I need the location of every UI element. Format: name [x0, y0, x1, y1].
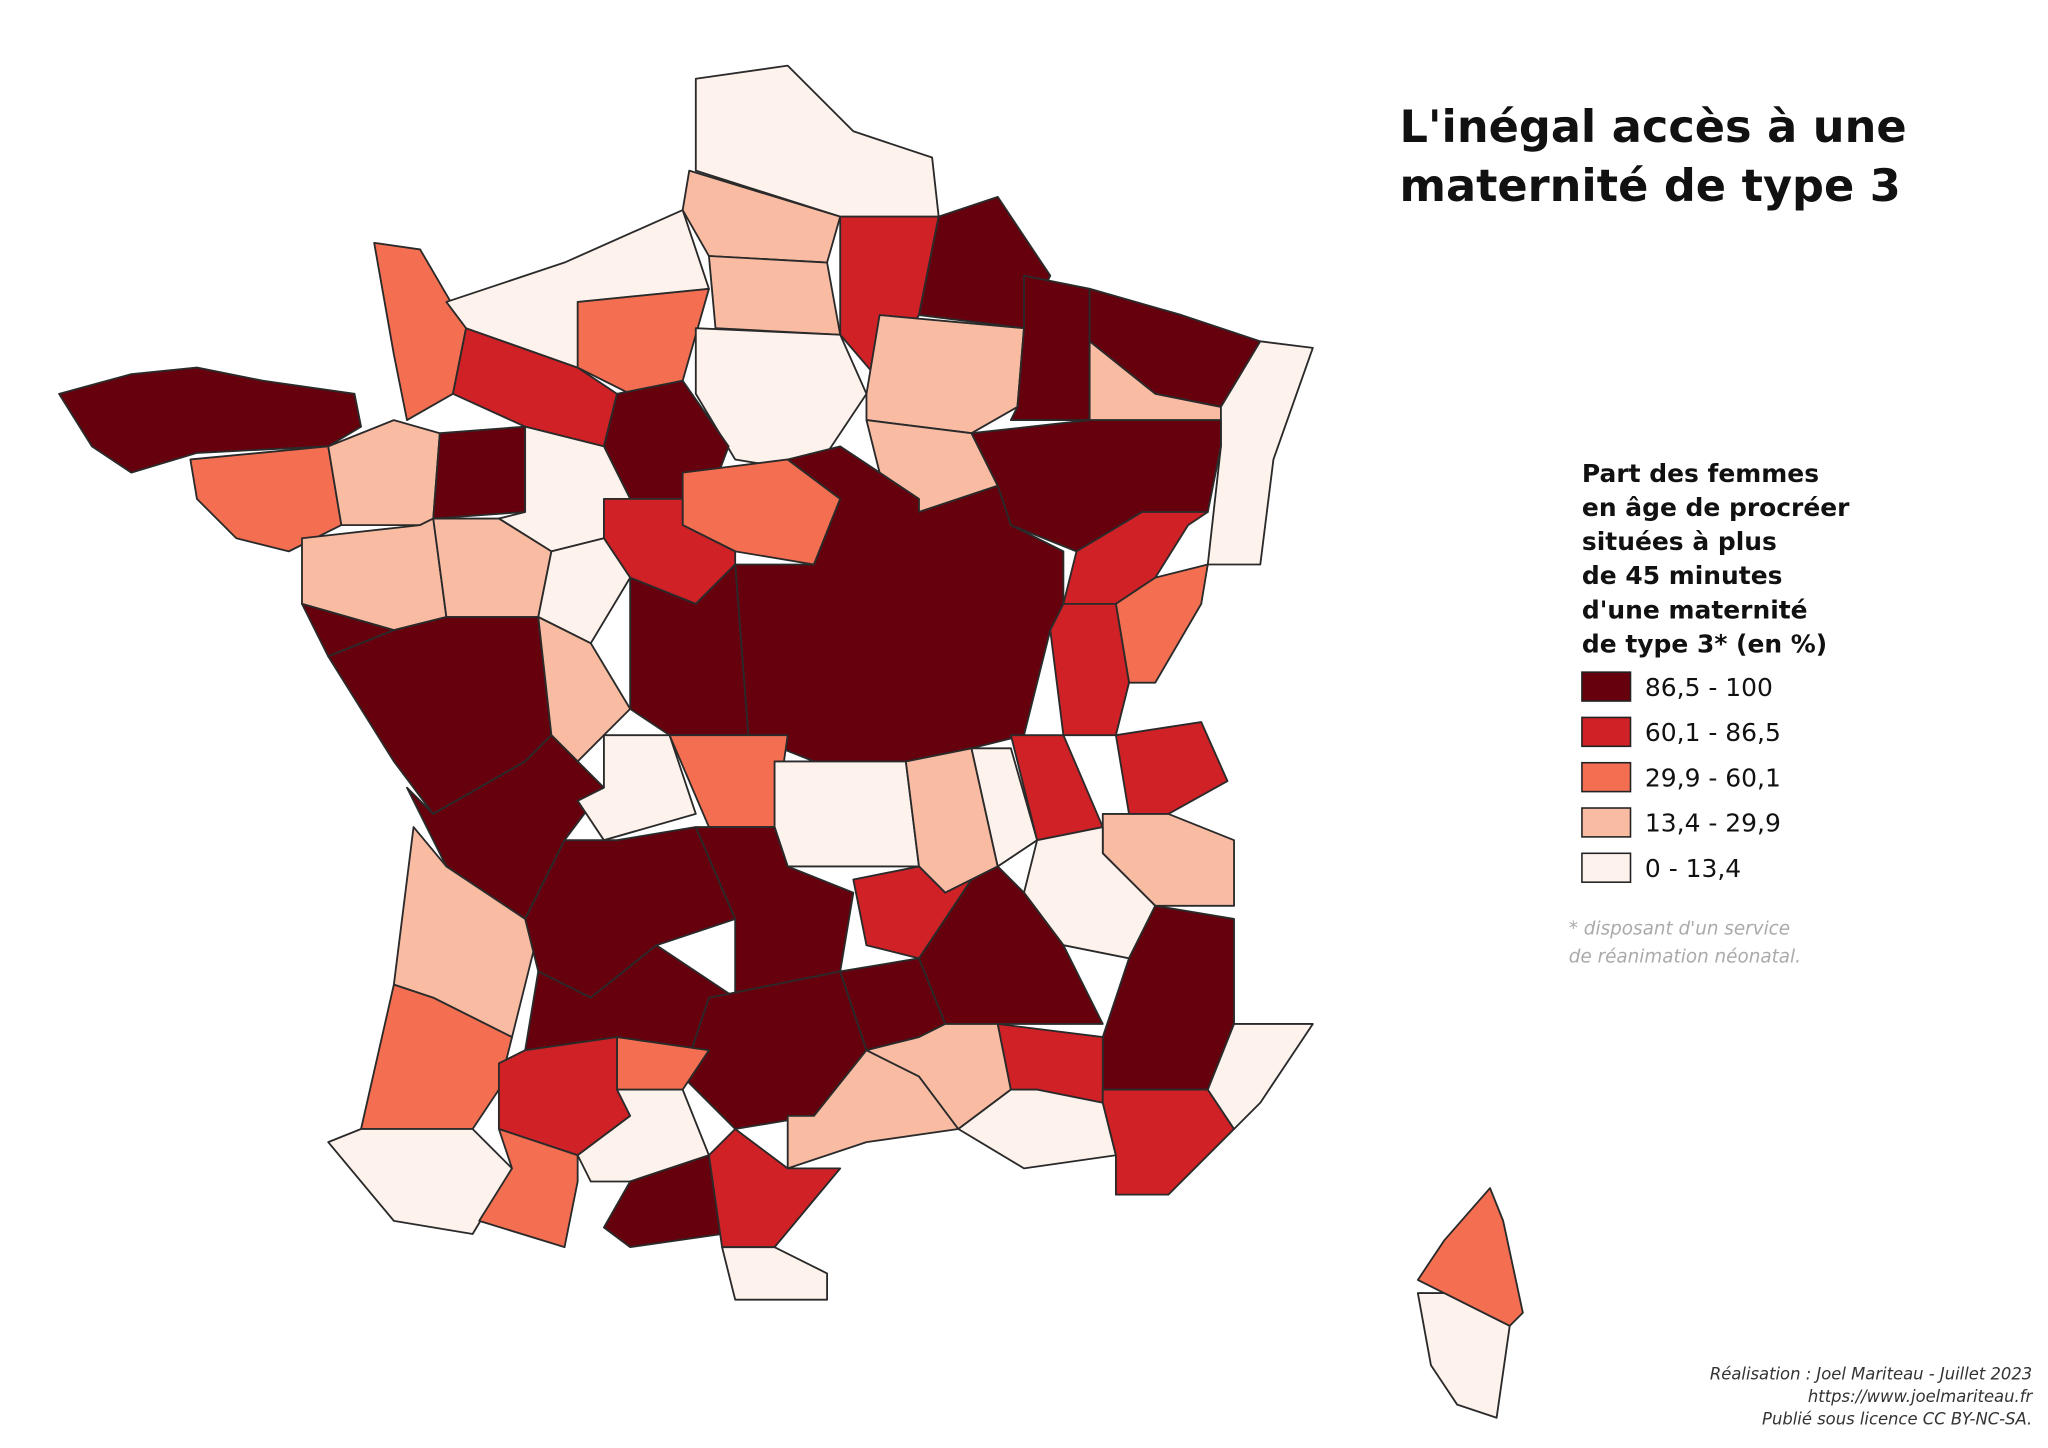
department — [1206, 340, 1314, 566]
legend-title: situées à plus — [1582, 527, 1777, 556]
legend-label: 29,9 - 60,1 — [1645, 763, 1781, 792]
legend-swatch — [1581, 716, 1632, 748]
department — [576, 1088, 710, 1183]
legend-title: de 45 minutes — [1582, 561, 1783, 590]
footnote: * disposant d'un service de réanimation n… — [1569, 919, 1801, 968]
department — [694, 826, 855, 999]
legend-label: 0 - 13,4 — [1645, 854, 1741, 883]
legend-title: d'une maternité — [1582, 595, 1808, 624]
title-line: maternité de type 3 — [1399, 160, 1900, 212]
department — [773, 760, 920, 868]
legend-label: 86,5 - 100 — [1645, 673, 1773, 702]
map — [58, 64, 1524, 1419]
department — [58, 366, 362, 474]
legend-swatch — [1581, 671, 1632, 702]
legend-label: 13,4 - 29,9 — [1645, 809, 1781, 838]
department — [1114, 721, 1229, 815]
credit-line: https://www.joelmariteau.fr — [1808, 1387, 2034, 1406]
footnote-line: * disposant d'un service — [1569, 919, 1790, 940]
title-line: L'inégal accès à une — [1399, 101, 1906, 153]
department — [865, 314, 1025, 435]
legend-title: en âge de procréer — [1582, 493, 1850, 522]
credits: Réalisation : Joel Mariteau - Juillet 20… — [1710, 1365, 2034, 1429]
department — [1049, 602, 1130, 737]
department — [602, 1154, 723, 1249]
legend-label: 60,1 - 86,5 — [1645, 718, 1781, 747]
legend: Part des femmes en âge de procréer situées… — [1581, 459, 1850, 883]
legend-title: Part des femmes — [1582, 459, 1819, 488]
legend-title: de type 3* (en %) — [1582, 629, 1827, 658]
department — [694, 64, 940, 218]
department — [537, 537, 632, 645]
legend-swatch — [1581, 852, 1632, 883]
department — [721, 1246, 829, 1301]
department — [708, 255, 842, 336]
legend-swatch — [1581, 807, 1632, 838]
department — [432, 425, 527, 520]
credit-line: Réalisation : Joel Mariteau - Juillet 20… — [1710, 1365, 2032, 1384]
department — [1206, 1023, 1314, 1130]
credit-line: Publié sous licence CC BY-NC-SA. — [1762, 1409, 2032, 1428]
department — [1101, 1088, 1235, 1196]
department — [1416, 1292, 1511, 1419]
footnote-line: de réanimation néonatal. — [1569, 946, 1801, 967]
title: L'inégal accès à une maternité de type 3 — [1399, 101, 1906, 212]
legend-swatch — [1581, 761, 1632, 793]
